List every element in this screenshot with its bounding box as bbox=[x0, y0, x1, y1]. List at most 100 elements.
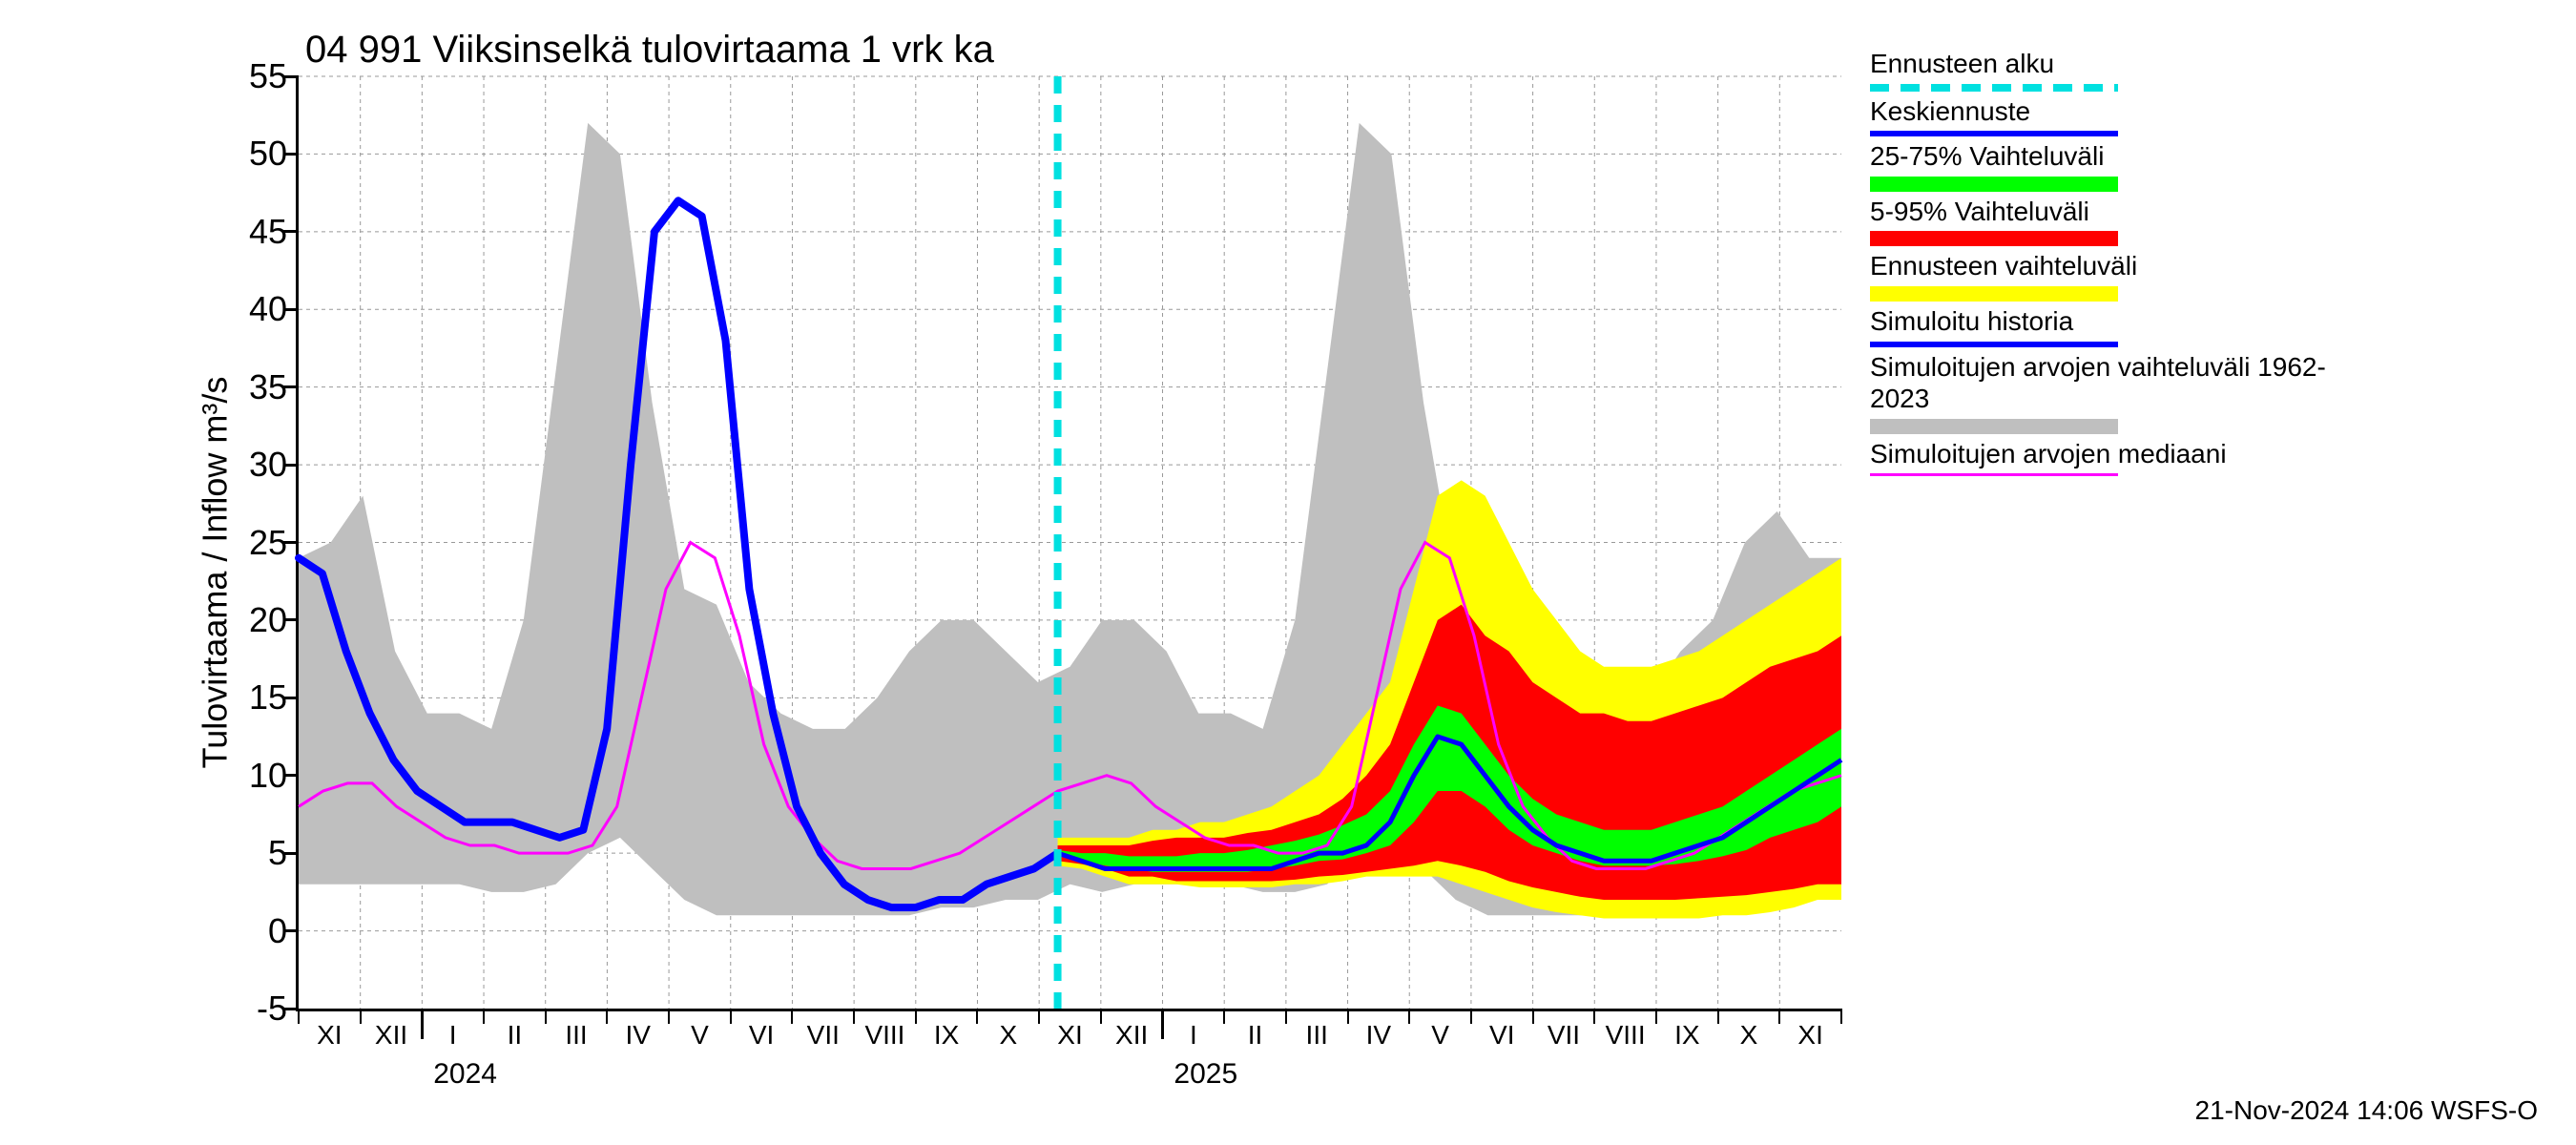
plot-svg bbox=[299, 76, 1841, 1009]
legend-label: Simuloitu historia bbox=[1870, 305, 2366, 338]
x-month-label: XI bbox=[317, 1020, 342, 1051]
y-tick-label: 20 bbox=[211, 600, 287, 640]
legend-label: Simuloitujen arvojen vaihteluväli 1962-2… bbox=[1870, 351, 2366, 415]
y-tick-mark bbox=[283, 618, 299, 621]
y-tick-label: 0 bbox=[211, 911, 287, 951]
x-year-label: 2025 bbox=[1174, 1058, 1237, 1091]
x-tick-mark bbox=[1408, 1009, 1410, 1024]
y-tick-mark bbox=[283, 852, 299, 855]
y-tick-label: 5 bbox=[211, 833, 287, 873]
y-tick-label: 15 bbox=[211, 677, 287, 718]
x-month-label: VI bbox=[1489, 1020, 1514, 1051]
x-tick-mark bbox=[545, 1009, 547, 1024]
x-tick-mark bbox=[1655, 1009, 1657, 1024]
x-month-label: I bbox=[449, 1020, 457, 1051]
x-tick-mark bbox=[915, 1009, 917, 1024]
legend-swatch bbox=[1870, 286, 2118, 302]
y-tick-mark bbox=[283, 541, 299, 544]
x-year-tick bbox=[1161, 1009, 1164, 1039]
footer-timestamp: 21-Nov-2024 14:06 WSFS-O bbox=[2195, 1095, 2539, 1126]
legend-item: Ennusteen vaihteluväli bbox=[1870, 250, 2366, 302]
y-tick-mark bbox=[283, 230, 299, 233]
x-tick-mark bbox=[1470, 1009, 1472, 1024]
y-tick-label: 50 bbox=[211, 134, 287, 174]
legend-item: Simuloitujen arvojen mediaani bbox=[1870, 438, 2366, 477]
x-month-label: VI bbox=[749, 1020, 774, 1051]
x-tick-mark bbox=[483, 1009, 485, 1024]
x-month-label: XI bbox=[1057, 1020, 1082, 1051]
x-tick-mark bbox=[1347, 1009, 1349, 1024]
legend-item: Keskiennuste bbox=[1870, 95, 2366, 137]
legend-label: Ennusteen alku bbox=[1870, 48, 2366, 80]
y-tick-mark bbox=[283, 929, 299, 932]
x-tick-mark bbox=[1285, 1009, 1287, 1024]
x-month-label: IX bbox=[934, 1020, 959, 1051]
x-month-label: X bbox=[999, 1020, 1017, 1051]
y-tick-label: 40 bbox=[211, 289, 287, 329]
y-tick-mark bbox=[283, 1008, 299, 1010]
legend-swatch bbox=[1870, 231, 2118, 246]
plot-area: -50510152025303540455055XIXIIIIIIIIIVVVI… bbox=[296, 76, 1841, 1011]
x-year-label: 2024 bbox=[433, 1058, 497, 1091]
x-month-label: IV bbox=[626, 1020, 651, 1051]
legend-swatch bbox=[1870, 84, 2118, 92]
legend-swatch bbox=[1870, 419, 2118, 434]
x-month-label: VII bbox=[807, 1020, 840, 1051]
y-tick-label: 30 bbox=[211, 445, 287, 485]
x-tick-mark bbox=[360, 1009, 362, 1024]
legend-item: Simuloitu historia bbox=[1870, 305, 2366, 347]
x-tick-mark bbox=[853, 1009, 855, 1024]
y-tick-mark bbox=[283, 774, 299, 777]
x-tick-mark bbox=[976, 1009, 978, 1024]
y-tick-mark bbox=[283, 697, 299, 699]
y-tick-label: 55 bbox=[211, 56, 287, 96]
x-tick-mark bbox=[1223, 1009, 1225, 1024]
x-tick-mark bbox=[1038, 1009, 1040, 1024]
y-tick-label: 25 bbox=[211, 523, 287, 563]
x-tick-mark bbox=[606, 1009, 608, 1024]
x-month-label: II bbox=[1248, 1020, 1263, 1051]
y-tick-label: 45 bbox=[211, 212, 287, 252]
x-year-tick bbox=[421, 1009, 424, 1039]
x-month-label: XII bbox=[1115, 1020, 1148, 1051]
x-month-label: II bbox=[508, 1020, 523, 1051]
x-month-label: XII bbox=[375, 1020, 407, 1051]
x-month-label: VIII bbox=[1606, 1020, 1646, 1051]
y-tick-mark bbox=[283, 308, 299, 311]
legend-swatch bbox=[1870, 131, 2118, 136]
legend-item: 5-95% Vaihteluväli bbox=[1870, 196, 2366, 247]
x-tick-mark bbox=[1717, 1009, 1719, 1024]
x-tick-mark bbox=[791, 1009, 793, 1024]
x-month-label: IV bbox=[1366, 1020, 1391, 1051]
legend-label: Keskiennuste bbox=[1870, 95, 2366, 128]
x-tick-mark bbox=[1840, 1009, 1842, 1024]
chart-title: 04 991 Viiksinselkä tulovirtaama 1 vrk k… bbox=[305, 29, 994, 72]
x-tick-mark bbox=[730, 1009, 732, 1024]
legend-swatch bbox=[1870, 177, 2118, 192]
legend-item: Ennusteen alku bbox=[1870, 48, 2366, 92]
x-month-label: I bbox=[1190, 1020, 1197, 1051]
x-month-label: X bbox=[1740, 1020, 1758, 1051]
legend-label: Simuloitujen arvojen mediaani bbox=[1870, 438, 2366, 470]
y-tick-label: 10 bbox=[211, 756, 287, 796]
legend-label: 25-75% Vaihteluväli bbox=[1870, 140, 2366, 173]
x-month-label: IX bbox=[1674, 1020, 1699, 1051]
x-tick-mark bbox=[1532, 1009, 1534, 1024]
x-tick-mark bbox=[1593, 1009, 1595, 1024]
chart-container: 04 991 Viiksinselkä tulovirtaama 1 vrk k… bbox=[0, 0, 2576, 1145]
x-tick-mark bbox=[298, 1009, 300, 1024]
x-month-label: VII bbox=[1548, 1020, 1580, 1051]
y-tick-mark bbox=[283, 153, 299, 156]
legend-label: 5-95% Vaihteluväli bbox=[1870, 196, 2366, 228]
y-tick-mark bbox=[283, 464, 299, 467]
y-tick-label: -5 bbox=[211, 989, 287, 1029]
x-month-label: V bbox=[1431, 1020, 1449, 1051]
legend-item: 25-75% Vaihteluväli bbox=[1870, 140, 2366, 192]
legend-item: Simuloitujen arvojen vaihteluväli 1962-2… bbox=[1870, 351, 2366, 434]
x-month-label: VIII bbox=[864, 1020, 904, 1051]
x-tick-mark bbox=[1778, 1009, 1780, 1024]
y-tick-mark bbox=[283, 75, 299, 78]
x-month-label: III bbox=[565, 1020, 587, 1051]
y-tick-label: 35 bbox=[211, 367, 287, 407]
x-month-label: III bbox=[1306, 1020, 1328, 1051]
